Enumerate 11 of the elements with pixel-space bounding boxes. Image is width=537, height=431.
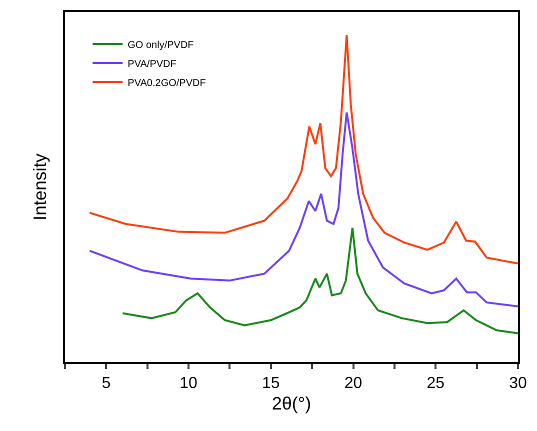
x-tick-label: 30 bbox=[509, 374, 527, 392]
x-axis-title: 2θ(°) bbox=[272, 394, 312, 414]
x-tick-label: 15 bbox=[262, 374, 280, 392]
x-tick-label: 20 bbox=[344, 374, 362, 392]
x-tick-label: 25 bbox=[426, 374, 445, 392]
legend-label: PVA0.2GO/PVDF bbox=[128, 78, 206, 89]
y-axis-title: Intensity bbox=[30, 153, 50, 221]
x-tick-label: 5 bbox=[102, 374, 111, 392]
x-tick-label: 10 bbox=[180, 374, 198, 392]
legend-label: GO only/PVDF bbox=[128, 40, 194, 51]
legend-label: PVA/PVDF bbox=[128, 58, 176, 70]
